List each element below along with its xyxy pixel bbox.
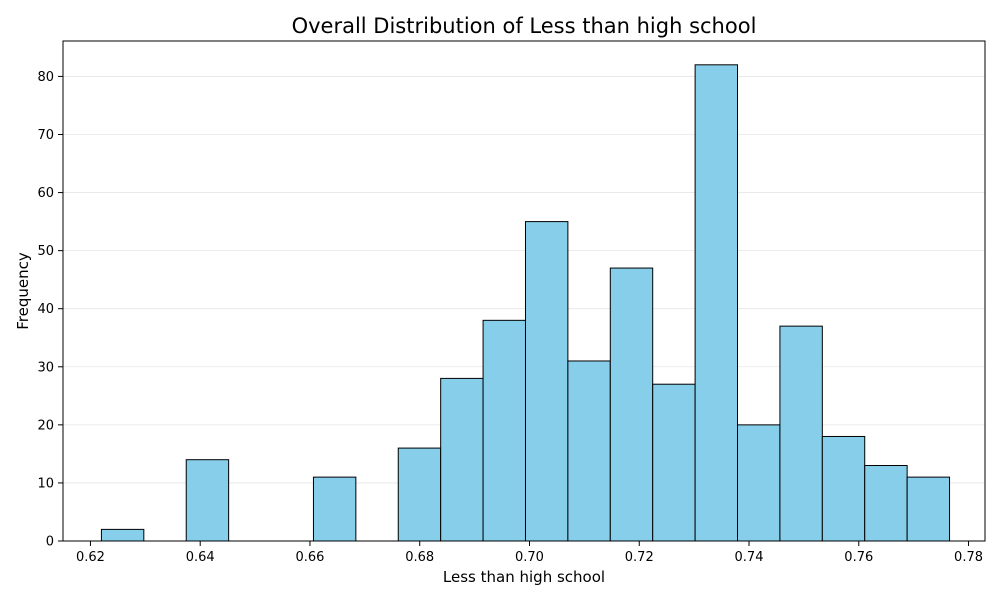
y-tick-label: 50 <box>37 244 54 259</box>
histogram-bar <box>821 435 866 542</box>
y-axis-label: Frequency <box>14 252 32 330</box>
x-tick-label: 0.76 <box>844 550 873 565</box>
x-axis: 0.62 0.64 0.66 0.68 0.70 0.72 0.74 0.76 0.78 <box>76 541 983 565</box>
y-tick-label: 20 <box>37 418 54 433</box>
y-tick-label: 10 <box>37 476 54 491</box>
histogram-bar <box>864 465 908 542</box>
x-axis-label: Less than high school <box>443 568 605 586</box>
histogram-bar <box>779 325 823 542</box>
histogram-bar <box>482 319 526 542</box>
y-tick-label: 60 <box>37 186 54 201</box>
y-tick-label: 0 <box>46 535 54 550</box>
y-tick-label: 30 <box>37 360 54 375</box>
x-tick-label: 0.68 <box>405 550 434 565</box>
x-tick-label: 0.62 <box>76 550 105 565</box>
y-tick-label: 80 <box>37 70 54 85</box>
y-tick-label: 70 <box>37 128 54 143</box>
histogram-bar <box>694 64 739 542</box>
histogram-bar <box>185 459 230 542</box>
histogram-bar <box>906 476 951 542</box>
chart-title: Overall Distribution of Less than high s… <box>292 14 757 38</box>
x-tick-label: 0.74 <box>735 550 764 565</box>
histogram-bar <box>652 383 696 542</box>
plot-frame <box>62 40 986 542</box>
histogram-bar <box>524 221 569 542</box>
x-tick-label: 0.66 <box>295 550 324 565</box>
histogram-bar <box>100 528 145 542</box>
y-axis: 0 10 20 30 40 50 60 70 80 <box>37 70 63 550</box>
histogram-bar <box>312 476 357 542</box>
histogram-bar <box>567 360 611 542</box>
x-tick-label: 0.78 <box>954 550 983 565</box>
x-tick-label: 0.70 <box>515 550 544 565</box>
histogram-bar <box>440 377 484 542</box>
histogram-bar <box>609 267 654 542</box>
histogram-bar <box>397 447 442 542</box>
y-tick-label: 40 <box>37 302 54 317</box>
x-tick-label: 0.72 <box>625 550 654 565</box>
x-tick-label: 0.64 <box>186 550 215 565</box>
histogram-bar <box>737 424 781 542</box>
bars <box>100 64 951 542</box>
